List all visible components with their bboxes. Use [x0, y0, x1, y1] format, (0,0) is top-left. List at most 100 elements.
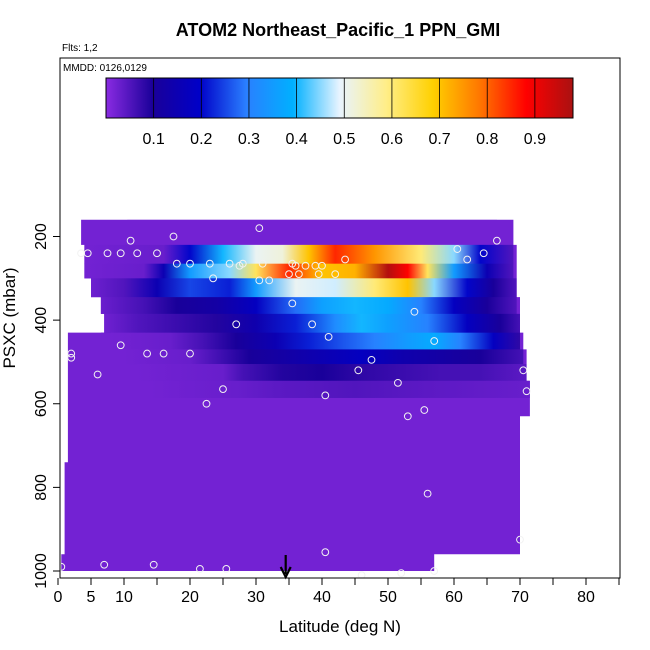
- data-point: [116, 341, 125, 350]
- x-tick-label: 50: [379, 589, 397, 606]
- data-point: [367, 355, 376, 364]
- x-tick-label: 30: [247, 589, 265, 606]
- observation-points: [60, 224, 531, 578]
- data-point: [403, 412, 412, 421]
- data-point: [341, 255, 350, 264]
- x-tick-label: 5: [87, 589, 96, 606]
- data-point: [357, 571, 366, 578]
- data-point: [143, 349, 152, 358]
- data-point: [225, 259, 234, 268]
- data-point: [285, 270, 293, 279]
- data-point: [321, 391, 330, 400]
- data-point: [410, 307, 419, 316]
- data-point: [397, 569, 406, 577]
- data-point: [394, 378, 402, 387]
- data-point: [430, 337, 439, 345]
- data-point: [169, 232, 178, 241]
- y-tick-label: 800: [33, 474, 50, 501]
- x-axis: 0 5 10 20 30 40 50 60 70 80: [54, 578, 620, 606]
- x-axis-label: Latitude (deg N): [279, 617, 401, 636]
- y-tick-label: 600: [33, 390, 50, 417]
- plot-frame: [59, 57, 621, 579]
- y-axis-label: PSXC (mbar): [0, 267, 19, 368]
- data-point: [219, 385, 227, 394]
- data-point: [209, 274, 218, 283]
- data-point: [295, 270, 303, 279]
- data-point: [354, 366, 363, 375]
- data-point: [222, 565, 231, 573]
- colorbar-ticks: 0.1 0.2 0.3 0.4 0.5 0.6 0.7 0.8 0.9: [143, 78, 546, 148]
- data-point: [265, 276, 274, 285]
- data-point: [186, 349, 194, 358]
- data-point: [430, 567, 439, 575]
- data-point: [522, 387, 531, 396]
- data-point: [83, 249, 92, 258]
- plot-area: [60, 219, 531, 578]
- colorbar-tick-label: 0.6: [381, 131, 403, 148]
- data-point: [149, 560, 158, 569]
- colorbar-tick-label: 0.7: [428, 131, 450, 148]
- heatmap-layer: [84, 278, 517, 298]
- data-point: [493, 236, 501, 245]
- y-axis: 200 400 600 800 1000: [33, 223, 60, 589]
- y-tick-label: 200: [33, 223, 50, 250]
- data-point: [519, 366, 528, 375]
- heatmap-layer: [91, 297, 517, 315]
- x-tick-label: 10: [115, 589, 133, 606]
- heatmap-layer: [81, 244, 514, 265]
- x-tick-label: 80: [577, 589, 595, 606]
- position-arrow: [279, 555, 292, 580]
- data-point: [288, 299, 297, 308]
- data-point: [126, 236, 135, 245]
- colorbar-gradient: [105, 77, 574, 119]
- data-point: [93, 370, 102, 379]
- data-point: [318, 261, 326, 270]
- data-point: [288, 259, 297, 268]
- heatmap-layer: [150, 380, 530, 398]
- colorbar-tick-label: 0.4: [285, 131, 307, 148]
- heatmap-layer: [127, 219, 497, 246]
- data-point: [479, 249, 488, 258]
- heatmap-layer: [110, 332, 521, 350]
- heatmap-layer: [137, 364, 527, 382]
- heatmap-layer: [124, 349, 524, 365]
- data-point: [153, 249, 161, 258]
- data-point: [324, 332, 333, 341]
- data-point: [67, 353, 76, 362]
- data-point: [232, 320, 241, 329]
- data-point: [235, 261, 244, 270]
- data-point: [255, 276, 264, 285]
- data-point: [202, 399, 211, 408]
- data-point: [116, 249, 125, 258]
- flights-label: Flts: 1,2: [62, 43, 98, 54]
- data-point: [77, 249, 85, 258]
- data-point: [100, 560, 109, 569]
- y-tick-label: 1000: [33, 553, 50, 589]
- colorbar-tick-label: 0.5: [333, 131, 355, 148]
- data-point: [205, 259, 214, 268]
- data-point: [463, 255, 472, 264]
- arrow-head: [279, 566, 292, 580]
- x-tick-label: 40: [313, 589, 331, 606]
- colorbar-tick-label: 0.8: [476, 131, 498, 148]
- colorbar-tick-label: 0.2: [190, 131, 212, 148]
- heatmap-layers: [81, 219, 530, 398]
- data-point: [301, 261, 310, 270]
- colorbar-tick-label: 0.1: [143, 131, 165, 148]
- data-point: [258, 259, 267, 268]
- mmdd-label: MMDD: 0126,0129: [63, 63, 147, 74]
- data-point: [67, 349, 76, 358]
- data-point: [196, 565, 204, 573]
- chart-title: ATOM2 Northeast_Pacific_1 PPN_GMI: [176, 20, 500, 40]
- y-tick-label: 400: [33, 307, 50, 334]
- data-point: [420, 406, 429, 414]
- x-tick-label: 60: [445, 589, 463, 606]
- colorbar: 0.1 0.2 0.3 0.4 0.5 0.6 0.7 0.8 0.9: [105, 77, 574, 148]
- data-point: [60, 562, 66, 571]
- data-point: [133, 249, 142, 258]
- data-point: [159, 349, 168, 358]
- colorbar-tick-label: 0.3: [238, 131, 260, 148]
- data-point: [314, 270, 323, 279]
- data-point: [321, 548, 330, 557]
